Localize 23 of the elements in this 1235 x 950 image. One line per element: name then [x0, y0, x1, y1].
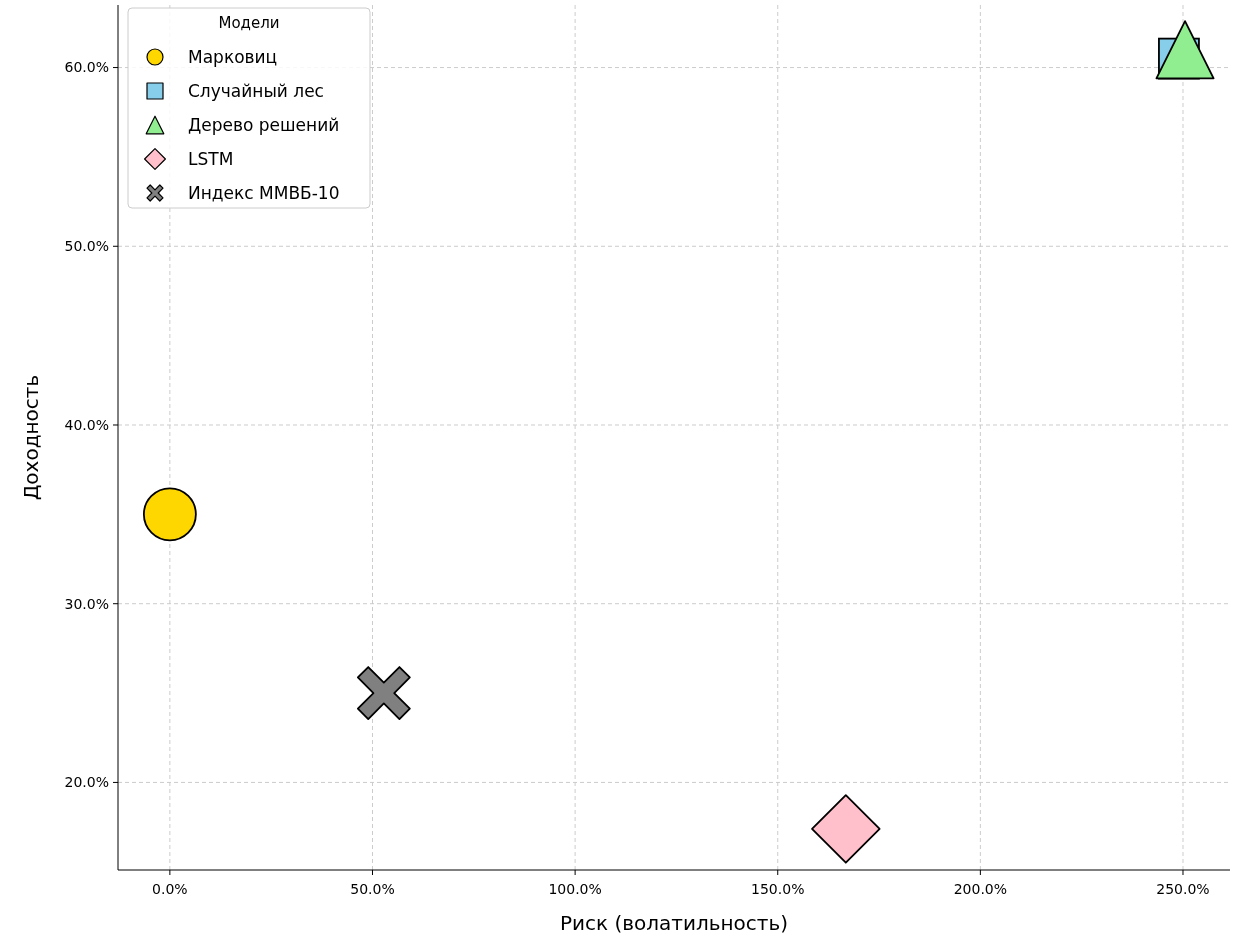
x-tick-label: 150.0% [751, 881, 805, 897]
x-tick-label: 0.0% [152, 881, 188, 897]
legend-label: Случайный лес [188, 80, 324, 101]
y-tick-label: 20.0% [64, 774, 109, 791]
legend-label: Марковиц [188, 46, 278, 67]
x-tick-label: 100.0% [548, 881, 602, 897]
legend-label: Индекс ММВБ-10 [188, 182, 340, 203]
point [1155, 20, 1215, 80]
point [356, 666, 411, 720]
x-tick-label: 200.0% [953, 881, 1008, 897]
legend-label: Дерево решений [188, 114, 340, 135]
x-tick-label: 250.0% [1156, 881, 1210, 897]
x-tick-label: 50.0% [350, 881, 395, 897]
legend-title: Модели [218, 14, 280, 32]
legend-label: LSTM [188, 148, 234, 169]
point [142, 487, 197, 542]
y-tick-label: 50.0% [64, 238, 109, 255]
x-axis-title: Риск (волатильность) [559, 911, 789, 935]
y-tick-label: 40.0% [64, 416, 109, 433]
y-tick-label: 60.0% [64, 59, 109, 76]
y-tick-label: 30.0% [64, 595, 109, 612]
point [811, 794, 881, 864]
y-axis-title: Доходность [19, 374, 43, 501]
